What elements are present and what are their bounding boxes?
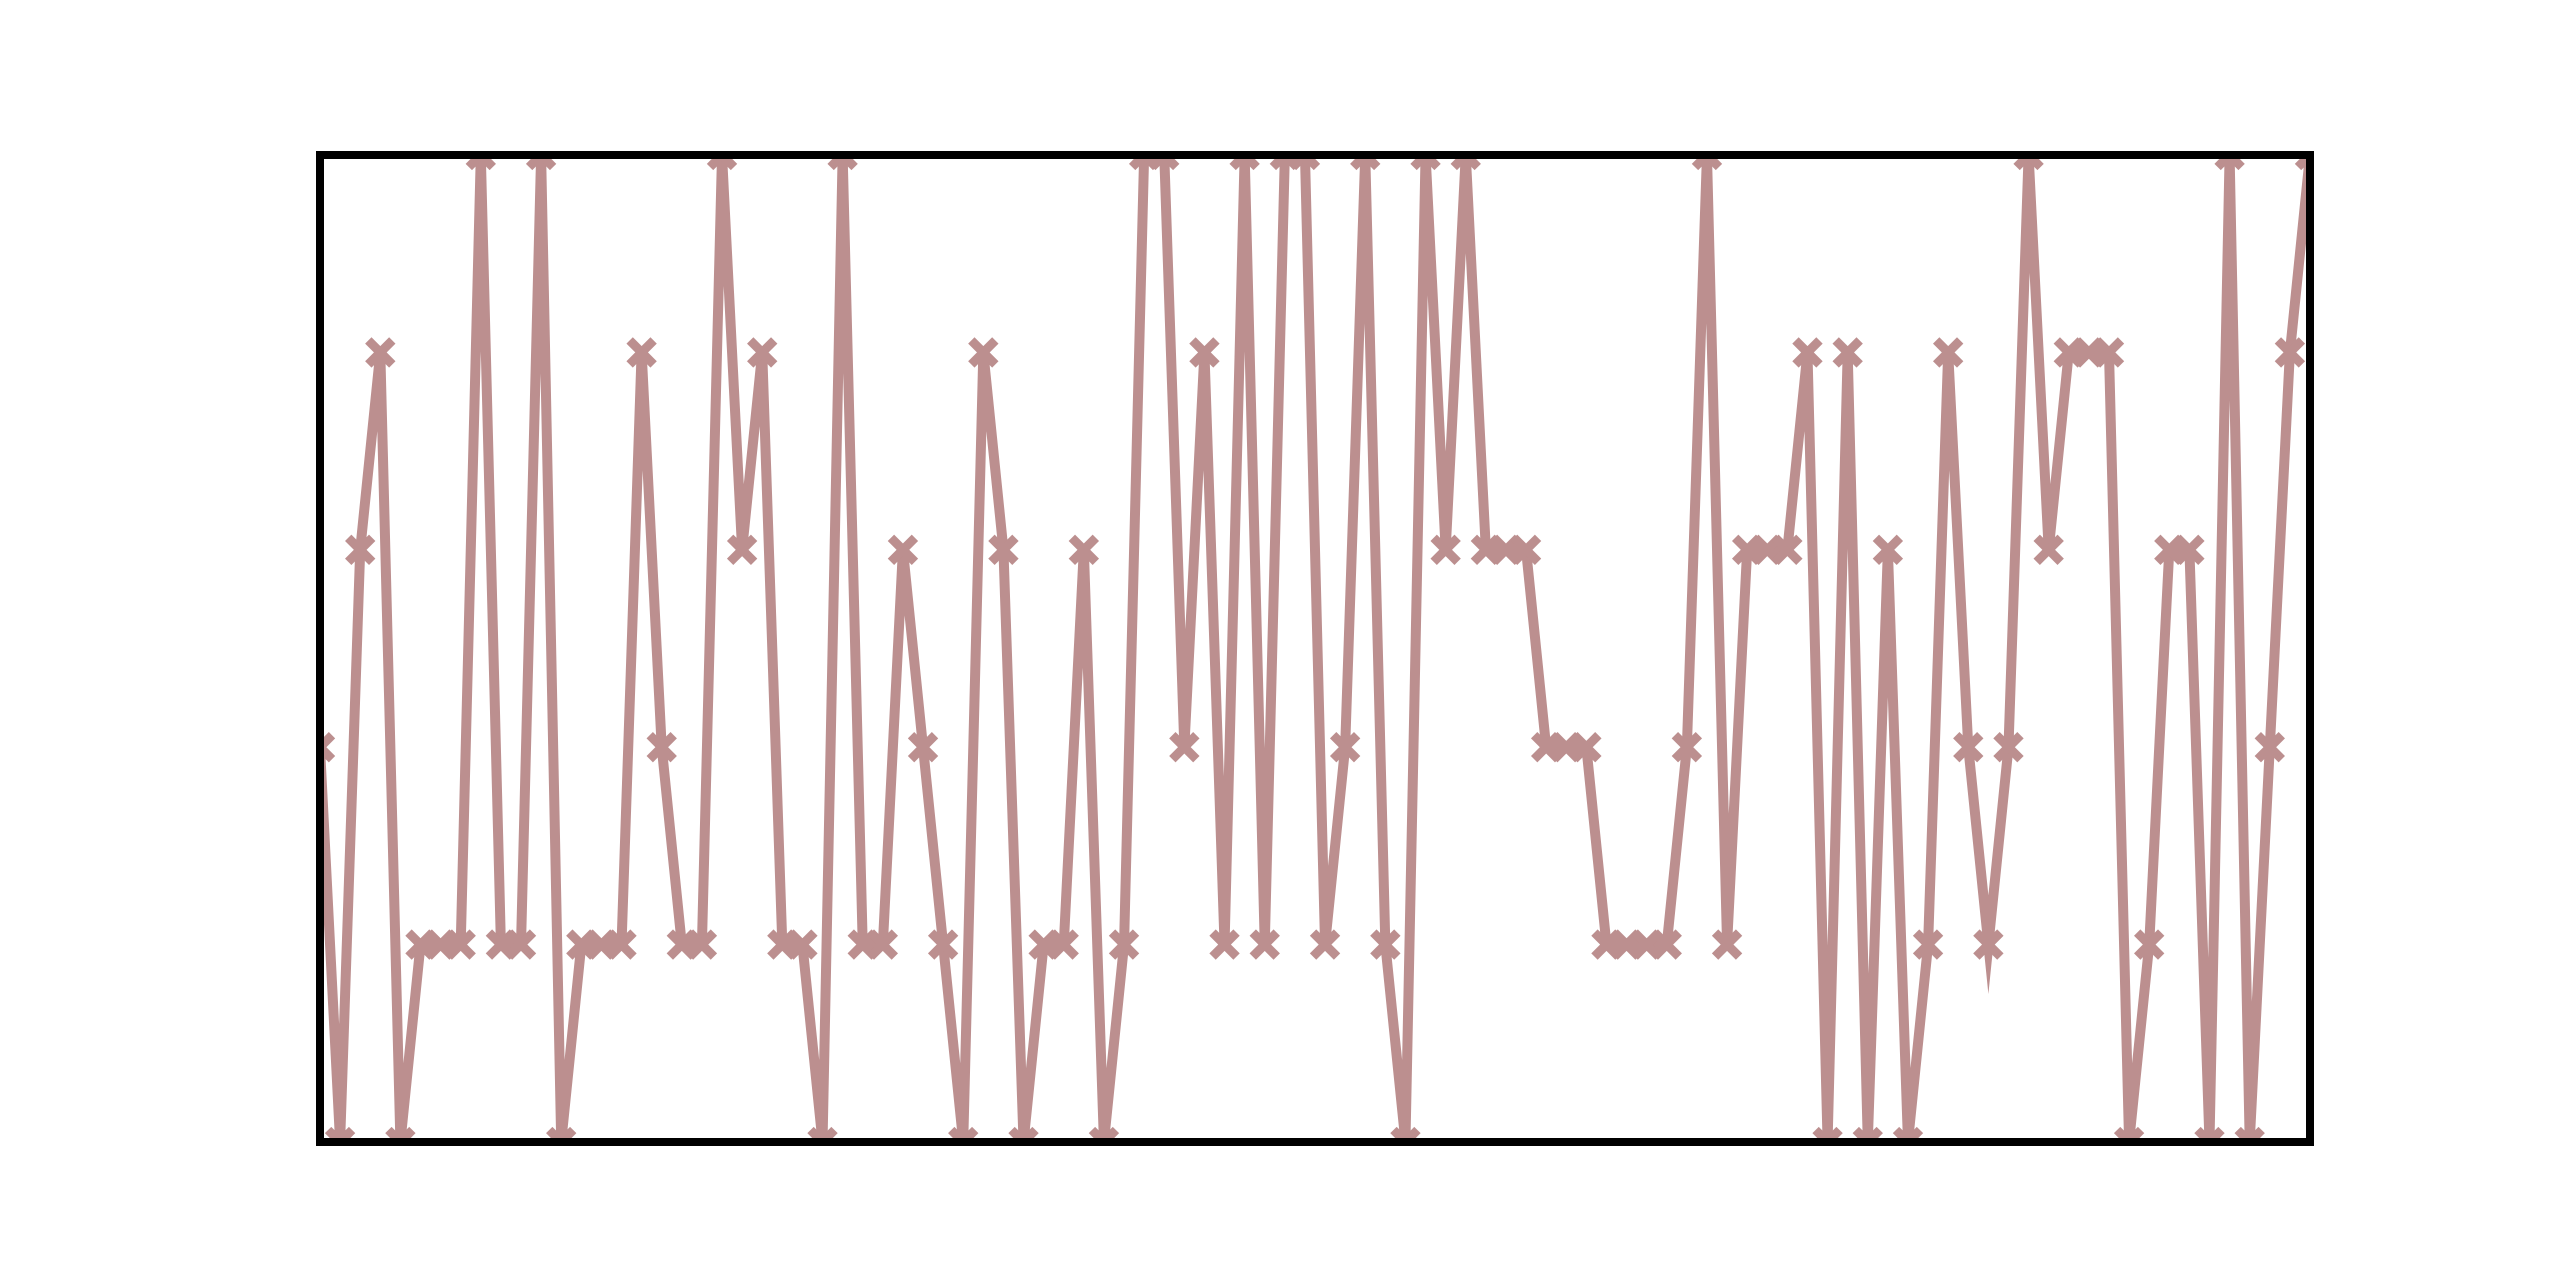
data-point-marker bbox=[2214, 155, 2245, 171]
data-point-marker bbox=[1892, 1126, 1924, 1142]
data-point-marker bbox=[320, 732, 336, 763]
data-point-marker bbox=[907, 732, 939, 763]
data-point-marker bbox=[2033, 534, 2064, 565]
data-point-marker bbox=[1772, 534, 1803, 565]
data-point-marker bbox=[324, 1126, 356, 1142]
data-point-marker bbox=[1450, 155, 1481, 171]
data-point-marker bbox=[787, 929, 818, 960]
data-point-marker bbox=[2113, 1126, 2145, 1142]
data-point-marker bbox=[1008, 1126, 1039, 1142]
data-point-marker bbox=[927, 929, 959, 960]
data-point-marker bbox=[525, 155, 557, 171]
data-point-marker bbox=[706, 155, 738, 171]
data-point-marker bbox=[1973, 929, 2004, 960]
plot-frame bbox=[316, 151, 2314, 1146]
data-point-marker bbox=[1912, 929, 1944, 960]
data-point-marker bbox=[1651, 929, 1682, 960]
data-point-marker bbox=[2274, 337, 2306, 368]
data-point-marker bbox=[1832, 337, 1863, 368]
data-point-marker bbox=[1430, 534, 1461, 565]
data-point-marker bbox=[2234, 1126, 2265, 1142]
data-point-marker bbox=[2013, 155, 2044, 171]
data-point-marker bbox=[1711, 929, 1743, 960]
data-point-marker bbox=[1068, 534, 1100, 565]
data-point-marker bbox=[1671, 732, 1703, 763]
data-point-marker bbox=[2134, 929, 2165, 960]
data-point-marker bbox=[1108, 929, 1140, 960]
data-point-marker bbox=[1350, 155, 1381, 171]
data-point-marker bbox=[1691, 155, 1723, 171]
data-point-marker bbox=[1370, 929, 1401, 960]
data-point-marker bbox=[1932, 337, 1964, 368]
data-point-marker bbox=[2254, 732, 2285, 763]
data-point-marker bbox=[1229, 155, 1260, 171]
plot-area bbox=[320, 155, 2310, 1142]
data-point-marker bbox=[1149, 155, 1180, 171]
data-point-marker bbox=[1249, 929, 1280, 960]
data-point-marker bbox=[887, 534, 919, 565]
data-point-marker bbox=[1872, 534, 1904, 565]
data-point-marker bbox=[606, 929, 637, 960]
data-point-marker bbox=[345, 534, 376, 565]
data-point-marker bbox=[1309, 929, 1341, 960]
data-point-marker bbox=[1048, 929, 1079, 960]
data-point-marker bbox=[1209, 929, 1240, 960]
data-point-marker bbox=[1410, 155, 1441, 171]
data-point-marker bbox=[1510, 534, 1542, 565]
data-point-marker bbox=[867, 929, 899, 960]
data-point-marker bbox=[1792, 337, 1823, 368]
data-point-marker bbox=[1993, 732, 2024, 763]
data-point-marker bbox=[988, 534, 1019, 565]
data-point-marker bbox=[686, 929, 718, 960]
data-point-marker bbox=[445, 929, 476, 960]
data-point-marker bbox=[465, 155, 496, 171]
data-point-marker bbox=[646, 732, 677, 763]
data-point-marker bbox=[1571, 732, 1602, 763]
data-point-marker bbox=[1329, 732, 1361, 763]
data-point-marker bbox=[505, 929, 537, 960]
data-point-marker bbox=[827, 155, 858, 171]
data-point-marker bbox=[807, 1126, 838, 1142]
data-point-marker bbox=[1169, 732, 1200, 763]
data-point-marker bbox=[747, 337, 778, 368]
data-point-marker bbox=[948, 1126, 979, 1142]
data-point-marker bbox=[1812, 1126, 1843, 1142]
data-point-marker bbox=[546, 1126, 577, 1142]
data-point-marker bbox=[968, 337, 999, 368]
data-point-marker bbox=[1189, 337, 1220, 368]
data-point-marker bbox=[1852, 1126, 1883, 1142]
data-point-marker bbox=[385, 1126, 416, 1142]
data-point-marker bbox=[2294, 155, 2310, 171]
data-point-marker bbox=[1953, 732, 1984, 763]
data-point-marker bbox=[626, 337, 657, 368]
data-point-marker bbox=[1390, 1126, 1421, 1142]
data-point-marker bbox=[2093, 337, 2125, 368]
data-point-marker bbox=[1088, 1126, 1120, 1142]
data-point-marker bbox=[1289, 155, 1321, 171]
data-point-marker bbox=[726, 534, 758, 565]
data-point-marker bbox=[365, 337, 396, 368]
series-line bbox=[320, 155, 2310, 1142]
data-point-marker bbox=[2174, 534, 2205, 565]
data-point-marker bbox=[2194, 1126, 2225, 1142]
